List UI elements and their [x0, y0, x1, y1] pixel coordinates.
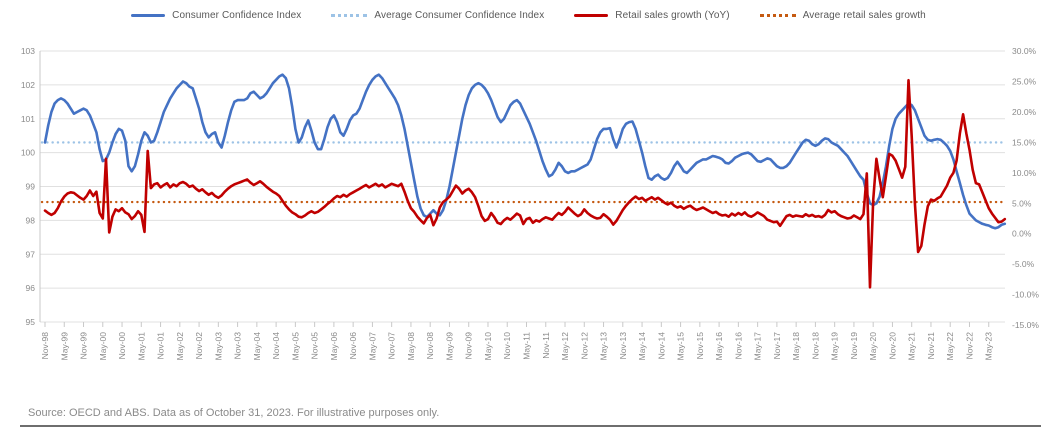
x-axis-tick-label: May-14 [637, 332, 647, 361]
source-note: Source: OECD and ABS. Data as of October… [28, 407, 440, 419]
x-axis-tick-label: May-01 [136, 332, 146, 361]
x-axis-tick-label: Nov-08 [425, 332, 435, 360]
x-axis-tick-label: Nov-13 [618, 332, 628, 360]
x-axis-tick-label: Nov-10 [502, 332, 512, 360]
legend-item-average-consumer-confidence: Average Consumer Confidence Index [331, 10, 544, 21]
x-axis-tick-label: Nov-18 [810, 332, 820, 360]
x-axis-tick-label: May-17 [753, 332, 763, 361]
x-axis-tick-label: May-09 [444, 332, 454, 361]
x-axis-tick-label: Nov-99 [79, 332, 89, 360]
source-note-bar: Source: OECD and ABS. Data as of October… [20, 403, 1041, 427]
right-axis-tick-label: 25.0% [1012, 76, 1037, 86]
light-blue-dotted-swatch-icon [331, 14, 368, 17]
right-axis-tick-label: 15.0% [1012, 137, 1037, 147]
left-axis-tick-label: 95 [26, 317, 36, 327]
left-axis-tick-label: 103 [21, 46, 35, 56]
x-axis-tick-label: Nov-04 [271, 332, 281, 360]
x-axis-tick-label: Nov-01 [156, 332, 166, 360]
left-axis-tick-label: 98 [26, 215, 36, 225]
x-axis-tick-label: May-04 [252, 332, 262, 361]
right-axis-tick-label: 30.0% [1012, 46, 1037, 56]
x-axis-tick-label: May-22 [945, 332, 955, 361]
x-axis-tick-label: May-20 [868, 332, 878, 361]
right-axis-tick-label: -5.0% [1012, 259, 1035, 269]
orange-dotted-swatch-icon [759, 14, 796, 17]
right-axis-tick-label: 20.0% [1012, 107, 1037, 117]
x-axis-tick-label: May-19 [830, 332, 840, 361]
x-axis-tick-label: Nov-20 [887, 332, 897, 360]
x-axis-tick-label: Nov-07 [387, 332, 397, 360]
x-axis-tick-label: May-21 [907, 332, 917, 361]
x-axis-tick-label: May-08 [406, 332, 416, 361]
x-axis-tick-label: May-13 [599, 332, 609, 361]
x-axis-tick-label: May-05 [290, 332, 300, 361]
x-axis-tick-label: May-99 [59, 332, 69, 361]
x-axis-tick-label: May-02 [175, 332, 185, 361]
left-axis-tick-label: 99 [26, 182, 36, 192]
right-axis-tick-label: 0.0% [1012, 229, 1032, 239]
x-axis-tick-label: Nov-06 [348, 332, 358, 360]
left-axis-tick-label: 102 [21, 80, 35, 90]
x-axis-tick-label: May-10 [483, 332, 493, 361]
red-line-swatch-icon [574, 14, 609, 17]
x-axis-tick-label: May-15 [676, 332, 686, 361]
x-axis-tick-label: Nov-19 [849, 332, 859, 360]
x-axis-tick-label: May-16 [714, 332, 724, 361]
x-axis-tick-label: May-00 [98, 332, 108, 361]
x-axis-tick-label: Nov-09 [464, 332, 474, 360]
x-axis-tick-label: Nov-15 [695, 332, 705, 360]
right-axis-tick-label: 5.0% [1012, 198, 1032, 208]
legend-label: Consumer Confidence Index [172, 10, 302, 21]
blue-line-swatch-icon [131, 14, 166, 17]
x-axis-tick-label: Nov-17 [772, 332, 782, 360]
legend-label: Average retail sales growth [802, 10, 926, 21]
x-axis-tick-label: May-03 [213, 332, 223, 361]
x-axis-tick-label: May-11 [522, 332, 532, 360]
x-axis-tick-label: May-18 [791, 332, 801, 361]
left-axis-tick-label: 101 [21, 114, 35, 124]
x-axis-tick-label: Nov-02 [194, 332, 204, 360]
x-axis-tick-label: Nov-98 [40, 332, 50, 360]
x-axis-tick-label: May-07 [367, 332, 377, 361]
x-axis-tick-label: Nov-00 [117, 332, 127, 360]
left-axis-tick-label: 97 [26, 249, 36, 259]
x-axis-tick-label: Nov-14 [656, 332, 666, 360]
legend-item-consumer-confidence: Consumer Confidence Index [131, 10, 301, 21]
legend-label: Average Consumer Confidence Index [374, 10, 545, 21]
series-line-consumer-confidence-index [43, 73, 1007, 230]
x-axis-tick-label: Nov-21 [926, 332, 936, 360]
series-line-retail-sales-growth-yoy- [43, 78, 1007, 289]
x-axis-tick-label: May-06 [329, 332, 339, 361]
left-axis-tick-label: 100 [21, 148, 35, 158]
x-axis-tick-label: Nov-16 [733, 332, 743, 360]
x-axis-tick-label: May-12 [560, 332, 570, 361]
left-axis-tick-label: 96 [26, 283, 36, 293]
x-axis-tick-label: Nov-22 [964, 332, 974, 360]
right-axis-tick-label: -15.0% [1012, 320, 1039, 330]
legend-item-retail-sales-growth: Retail sales growth (YoY) [574, 10, 730, 21]
x-axis-tick-label: Nov-03 [233, 332, 243, 360]
right-axis-tick-label: 10.0% [1012, 168, 1037, 178]
x-axis-tick-label: May-23 [984, 332, 994, 361]
x-axis-tick-label: Nov-05 [310, 332, 320, 360]
legend-label: Retail sales growth (YoY) [615, 10, 730, 21]
chart-legend: Consumer Confidence Index Average Consum… [0, 10, 1057, 21]
legend-item-average-retail-sales-growth: Average retail sales growth [759, 10, 926, 21]
right-axis-tick-label: -10.0% [1012, 290, 1039, 300]
x-axis-tick-label: Nov-11 [541, 332, 551, 359]
x-axis-tick-label: Nov-12 [579, 332, 589, 360]
